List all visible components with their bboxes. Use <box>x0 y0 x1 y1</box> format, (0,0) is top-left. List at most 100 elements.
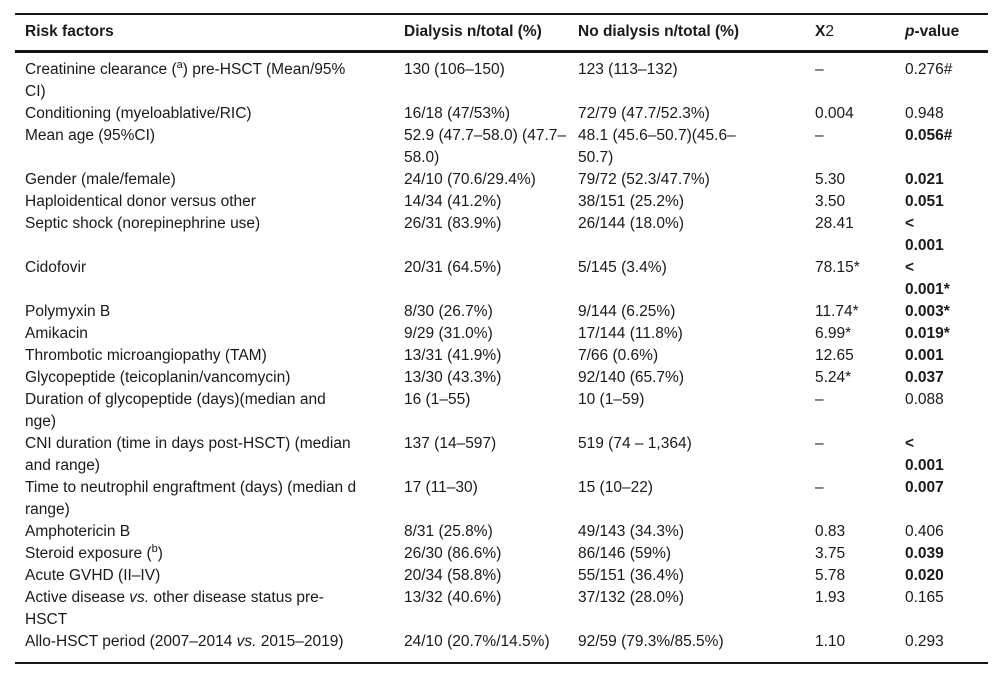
table-row: Creatinine clearance (a) pre-HSCT (Mean/… <box>15 52 988 104</box>
cell-risk-factor: Duration of glycopeptide (days)(median a… <box>25 391 326 430</box>
cell-no-dialysis: 92/140 (65.7%) <box>578 369 684 386</box>
cell-no-dialysis: 92/59 (79.3%/85.5%) <box>578 633 724 650</box>
cell-no-dialysis: 9/144 (6.25%) <box>578 303 676 320</box>
p-italic: p <box>905 23 915 40</box>
cell-no-dialysis: 15 (10–22) <box>578 479 653 496</box>
table-row: Time to neutrophil engraftment (days) (m… <box>15 477 988 521</box>
cell-risk-factor: Polymyxin B <box>25 303 111 320</box>
cell-chi-square: – <box>815 435 824 452</box>
table-row: Amikacin 9/29 (31.0%) 17/144 (11.8%) 6.9… <box>15 323 988 345</box>
table-row: CNI duration (time in days post-HSCT) (m… <box>15 433 988 477</box>
cell-dialysis: 8/31 (25.8%) <box>404 523 493 540</box>
cell-no-dialysis: 86/146 (59%) <box>578 545 672 562</box>
cell-p-value: 0.051 <box>905 193 944 210</box>
cell-p-value: 0.406 <box>905 523 944 540</box>
cell-chi-square: 0.004 <box>815 105 854 122</box>
cell-dialysis: 16/18 (47/53%) <box>404 105 510 122</box>
cell-dialysis: 130 (106–150) <box>404 61 505 78</box>
cell-chi-square: – <box>815 391 824 408</box>
cell-no-dialysis: 48.1 (45.6–50.7)(45.6– 50.7) <box>578 127 736 166</box>
cell-dialysis: 17 (11–30) <box>404 479 478 496</box>
table-row: Conditioning (myeloablative/RIC) 16/18 (… <box>15 103 988 125</box>
cell-dialysis: 8/30 (26.7%) <box>404 303 493 320</box>
cell-p-value: 0.020 <box>905 567 944 584</box>
cell-no-dialysis: 55/151 (36.4%) <box>578 567 684 584</box>
cell-risk-factor: Glycopeptide (teicoplanin/vancomycin) <box>25 369 291 386</box>
cell-p-value: 0.037 <box>905 369 944 386</box>
col-header-p-value: p-value <box>905 14 988 53</box>
cell-risk-factor: Cidofovir <box>25 259 87 276</box>
cell-dialysis: 16 (1–55) <box>404 391 471 408</box>
cell-p-value: 0.003* <box>905 303 950 320</box>
cell-no-dialysis: 5/145 (3.4%) <box>578 259 667 276</box>
cell-chi-square: 78.15* <box>815 259 860 276</box>
cell-chi-square: – <box>815 127 824 144</box>
cell-no-dialysis: 10 (1–59) <box>578 391 645 408</box>
cell-chi-square: 5.78 <box>815 567 846 584</box>
cell-risk-factor: Amphotericin B <box>25 523 131 540</box>
cell-risk-factor: Thrombotic microangiopathy (TAM) <box>25 347 267 364</box>
table-row: Acute GVHD (II–IV) 20/34 (58.8%) 55/151 … <box>15 565 988 587</box>
p-rest: -value <box>914 23 960 40</box>
cell-p-value: 0.019* <box>905 325 950 342</box>
cell-p-value: < 0.001* <box>905 259 950 298</box>
cell-p-value: 0.165 <box>905 589 944 606</box>
header-row: Risk factors Dialysis n/total (%) No dia… <box>15 14 988 53</box>
cell-p-value: 0.007 <box>905 479 944 496</box>
col-header-chi-square: X2 <box>815 14 905 53</box>
cell-p-value: 0.948 <box>905 105 944 122</box>
table-row: Active disease vs. other disease status … <box>15 587 988 631</box>
cell-risk-factor: Time to neutrophil engraftment (days) (m… <box>25 479 357 518</box>
cell-risk-factor: Active disease vs. other disease status … <box>25 589 324 628</box>
cell-risk-factor: CNI duration (time in days post-HSCT) (m… <box>25 435 351 474</box>
cell-dialysis: 14/34 (41.2%) <box>404 193 502 210</box>
table-row: Haploidentical donor versus other 14/34 … <box>15 191 988 213</box>
cell-no-dialysis: 17/144 (11.8%) <box>578 325 683 342</box>
cell-risk-factor: Gender (male/female) <box>25 171 176 188</box>
table-row: Gender (male/female) 24/10 (70.6/29.4%) … <box>15 169 988 191</box>
cell-p-value: 0.293 <box>905 633 944 650</box>
cell-no-dialysis: 7/66 (0.6%) <box>578 347 659 364</box>
cell-chi-square: 1.10 <box>815 633 846 650</box>
vs-italic: vs. <box>129 589 150 606</box>
cell-chi-square: – <box>815 479 824 496</box>
table-header: Risk factors Dialysis n/total (%) No dia… <box>15 14 988 53</box>
cell-dialysis: 24/10 (70.6/29.4%) <box>404 171 536 188</box>
cell-risk-factor: Allo-HSCT period (2007–2014 vs. 2015–201… <box>25 633 344 650</box>
cell-dialysis: 13/30 (43.3%) <box>404 369 502 386</box>
table-row: Amphotericin B 8/31 (25.8%) 49/143 (34.3… <box>15 521 988 543</box>
cell-no-dialysis: 38/151 (25.2%) <box>578 193 684 210</box>
footnote-marker-a: a <box>176 58 183 71</box>
cell-dialysis: 52.9 (47.7–58.0) (47.7– 58.0) <box>404 127 567 166</box>
cell-risk-factor: Septic shock (norepinephrine use) <box>25 215 261 232</box>
footnote-marker-b: b <box>151 542 158 555</box>
table-row: Septic shock (norepinephrine use) 26/31 … <box>15 213 988 257</box>
risk-factors-table: Risk factors Dialysis n/total (%) No dia… <box>15 13 988 664</box>
cell-no-dialysis: 123 (113–132) <box>578 61 678 78</box>
col-header-risk-factors: Risk factors <box>15 14 404 53</box>
cell-chi-square: 3.50 <box>815 193 846 210</box>
cell-no-dialysis: 72/79 (47.7/52.3%) <box>578 105 710 122</box>
table-row: Glycopeptide (teicoplanin/vancomycin) 13… <box>15 367 988 389</box>
cell-dialysis: 9/29 (31.0%) <box>404 325 493 342</box>
table-row: Allo-HSCT period (2007–2014 vs. 2015–201… <box>15 631 988 663</box>
cell-chi-square: 3.75 <box>815 545 846 562</box>
cell-dialysis: 20/31 (64.5%) <box>404 259 502 276</box>
cell-risk-factor: Acute GVHD (II–IV) <box>25 567 161 584</box>
cell-risk-factor: Mean age (95%CI) <box>25 127 156 144</box>
cell-risk-factor: Creatinine clearance (a) pre-HSCT (Mean/… <box>25 58 346 100</box>
cell-no-dialysis: 519 (74 – 1,364) <box>578 435 692 452</box>
table-row: Cidofovir 20/31 (64.5%) 5/145 (3.4%) 78.… <box>15 257 988 301</box>
cell-chi-square: 12.65 <box>815 347 854 364</box>
vs-italic: vs. <box>236 633 257 650</box>
cell-risk-factor: Amikacin <box>25 325 88 342</box>
table-row: Polymyxin B 8/30 (26.7%) 9/144 (6.25%) 1… <box>15 301 988 323</box>
cell-risk-factor: Steroid exposure (b) <box>25 542 163 562</box>
cell-p-value: 0.276# <box>905 61 953 78</box>
cell-chi-square: 0.83 <box>815 523 846 540</box>
cell-no-dialysis: 37/132 (28.0%) <box>578 589 684 606</box>
cell-p-value: < 0.001 <box>905 435 944 474</box>
cell-no-dialysis: 49/143 (34.3%) <box>578 523 684 540</box>
cell-risk-factor: Conditioning (myeloablative/RIC) <box>25 105 252 122</box>
cell-dialysis: 20/34 (58.8%) <box>404 567 502 584</box>
